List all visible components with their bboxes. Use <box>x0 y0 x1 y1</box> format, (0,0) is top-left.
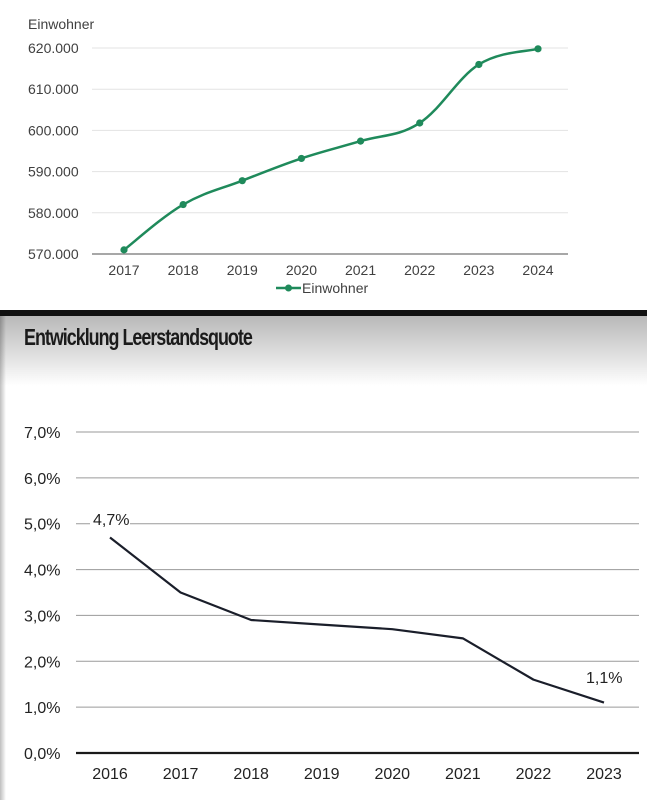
y-tick-label: 570.000 <box>28 246 79 262</box>
x-tick-label: 2017 <box>108 262 139 278</box>
section-divider <box>0 310 647 316</box>
x-tick-label: 2019 <box>227 262 258 278</box>
y-tick-label: 5,0% <box>24 517 60 534</box>
y-tick-label: 580.000 <box>28 205 79 221</box>
y-tick-label: 590.000 <box>28 164 79 180</box>
x-tick-label: 2022 <box>404 262 435 278</box>
y-tick-label: 600.000 <box>28 122 79 138</box>
data-point <box>534 45 542 53</box>
label-background <box>90 508 130 528</box>
data-label-first: 4,7% <box>93 512 129 529</box>
y-tick-label: 3,0% <box>24 608 60 625</box>
y-tick-label: 7,0% <box>24 425 60 442</box>
x-tick-label: 2024 <box>522 262 553 278</box>
data-label-last: 1,1% <box>586 670 622 687</box>
chart-legend: Einwohner <box>276 280 368 296</box>
x-tick-label: 2020 <box>286 262 317 278</box>
vacancy-series-line <box>109 536 605 704</box>
y-tick-label: 1,0% <box>24 700 60 717</box>
x-tick-label: 2022 <box>516 766 552 783</box>
data-point <box>238 177 246 185</box>
legend-label: Einwohner <box>302 280 368 296</box>
y-tick-label: 610.000 <box>28 81 79 97</box>
y-tick-label: 6,0% <box>24 471 60 488</box>
x-tick-label: 2019 <box>304 766 340 783</box>
data-point <box>475 60 483 69</box>
x-tick-label: 2023 <box>463 262 494 278</box>
data-point <box>179 200 187 209</box>
chart-title: Entwicklung Leerstandsquote <box>24 324 253 350</box>
y-tick-label: 620.000 <box>28 40 79 56</box>
x-tick-label: 2017 <box>163 766 199 783</box>
y-axis-title: Einwohner <box>28 16 94 32</box>
x-tick-label: 2020 <box>374 766 410 783</box>
data-point <box>120 246 128 254</box>
population-chart-panel: Einwohner 570.000 580.000 590.000 600.000 61… <box>0 0 647 310</box>
y-tick-label: 0,0% <box>24 746 60 763</box>
population-chart: Einwohner 570.000 580.000 590.000 600.000 61… <box>28 16 568 296</box>
vacancy-chart-panel: Entwicklung Leerstandsquote 0,0% 1,0% 2,0%… <box>0 316 647 800</box>
y-tick-label: 4,0% <box>24 563 60 580</box>
legend-dot-marker <box>285 284 292 292</box>
x-tick-label: 2016 <box>92 766 128 783</box>
data-point <box>356 137 365 145</box>
y-tick-label: 2,0% <box>24 654 60 671</box>
data-point <box>416 119 424 127</box>
population-series-line <box>123 47 539 251</box>
vacancy-rate-chart: 0,0% 1,0% 2,0% 3,0% 4,0% 5,0% 6,0% 7,0% 2016 201… <box>24 425 639 783</box>
x-tick-label: 2021 <box>445 766 481 783</box>
data-point <box>297 154 306 163</box>
x-tick-label: 2023 <box>586 766 622 783</box>
x-tick-label: 2021 <box>345 262 376 278</box>
x-tick-label: 2018 <box>233 766 269 783</box>
x-tick-label: 2018 <box>168 262 199 278</box>
